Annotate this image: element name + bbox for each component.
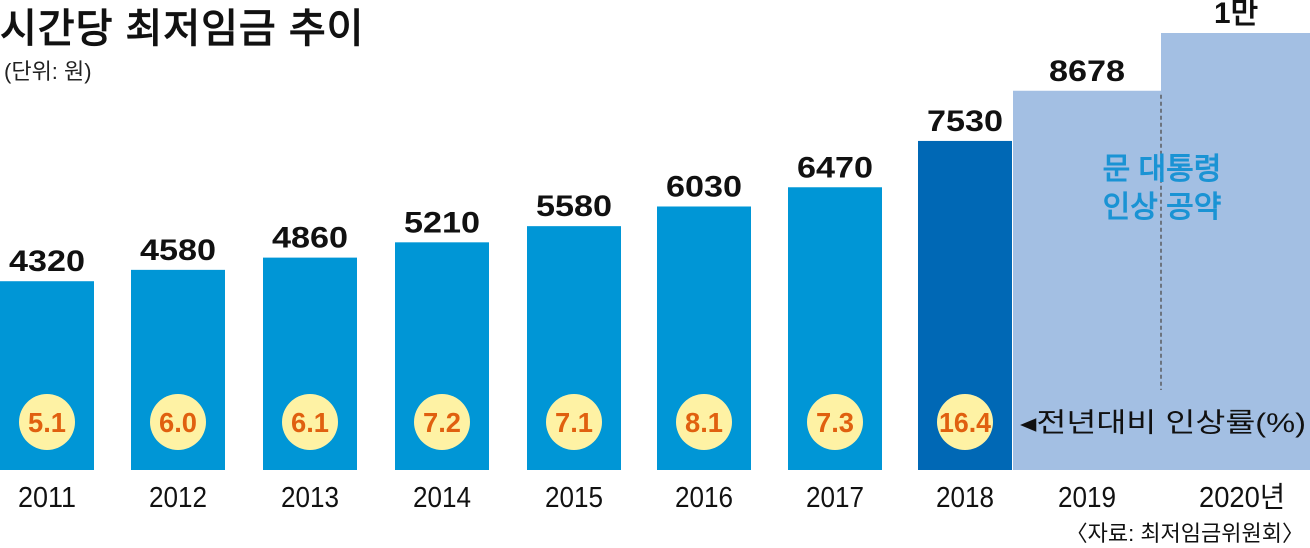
x-tick-label: 2017 (806, 482, 864, 514)
x-tick-label: 2020년 (1199, 482, 1285, 514)
x-tick-label: 2018 (936, 482, 994, 514)
source-label: 〈자료: 최저임금위원회〉 (1065, 521, 1304, 546)
value-label: 5210 (404, 206, 480, 239)
value-label: 6030 (666, 170, 742, 203)
growth-rate-circle (937, 394, 993, 450)
value-label: 8678 (1049, 55, 1125, 88)
growth-rate-label: 5.1 (28, 407, 66, 438)
growth-rate-group: 5.1 6.0 6.1 7.2 7.1 8.1 7.3 16.4 ◂전년대비 인상률(%) (19, 394, 1306, 450)
value-label: 1만 (1214, 0, 1258, 30)
growth-rate-circle (546, 394, 602, 450)
growth-rate-circle (282, 394, 338, 450)
growth-rate-label: 6.0 (159, 407, 197, 438)
value-labels-group: 4320 4580 4860 5210 5580 6030 6470 7530 8678 1만 (9, 0, 1258, 278)
x-axis-labels-group: 2011 2012 2013 2014 2015 2016 2017 2018 2019 2020… (18, 482, 1285, 514)
x-tick-label: 2015 (545, 482, 603, 514)
pledge-label-line: 문 대통령 (1103, 153, 1222, 186)
x-tick-label: 2011 (18, 482, 76, 514)
growth-rate-label: 7.2 (423, 407, 461, 438)
chart-title: 시간당 최저임금 추이 (0, 7, 365, 51)
value-label: 4860 (272, 222, 348, 255)
growth-rate-circle (19, 394, 75, 450)
growth-rate-label: 7.1 (555, 407, 593, 438)
value-label: 5580 (536, 190, 612, 223)
unit-label: (단위: 원) (4, 59, 92, 84)
value-label: 6470 (797, 151, 873, 184)
growth-rate-circle (676, 394, 732, 450)
growth-rate-circle (807, 394, 863, 450)
x-tick-label: 2016 (675, 482, 733, 514)
growth-rate-circle (414, 394, 470, 450)
growth-rate-label: 7.3 (816, 407, 854, 438)
growth-rate-label: 8.1 (685, 407, 723, 438)
x-tick-label: 2012 (149, 482, 207, 514)
growth-rate-legend: ◂전년대비 인상률(%) (1020, 408, 1306, 438)
value-label: 4580 (140, 234, 216, 267)
x-tick-label: 2013 (281, 482, 339, 514)
x-tick-label: 2014 (413, 482, 471, 514)
value-label: 4320 (9, 245, 85, 278)
growth-rate-label: 6.1 (291, 407, 329, 438)
value-label: 7530 (927, 105, 1003, 138)
x-tick-label: 2019 (1058, 482, 1116, 514)
growth-rate-circle (150, 394, 206, 450)
growth-rate-label: 16.4 (939, 407, 991, 438)
pledge-label-line: 인상 공약 (1103, 191, 1222, 224)
